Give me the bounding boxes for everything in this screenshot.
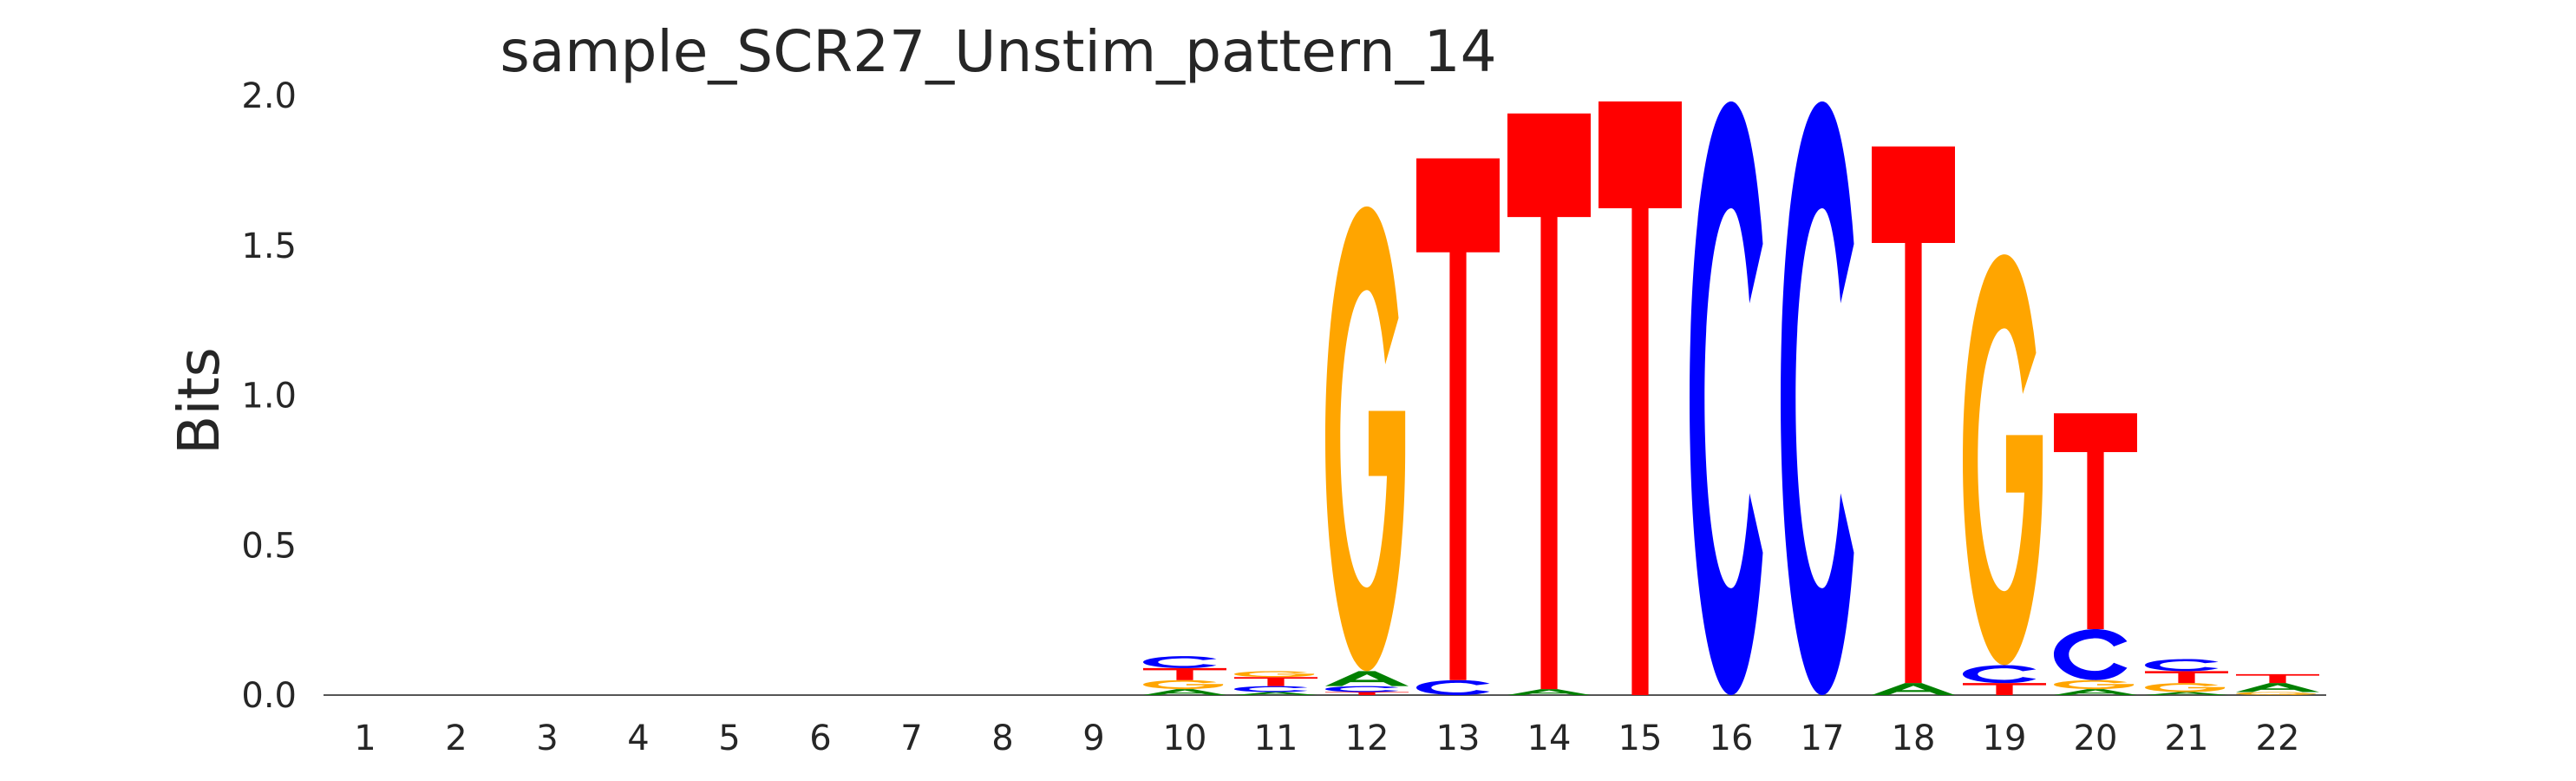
letter-A-pos-11 [1234,692,1317,695]
letter-C-pos-19 [1963,665,2037,684]
letter-G-pos-22 [2236,692,2317,695]
letter-C-pos-10 [1143,656,1217,668]
x-axis-ticks: 1 2 3 4 5 6 7 8 9 10 11 12 13 14 15 16 17 18 19 20 21 22 [354,719,2299,758]
letter-C-pos-21 [2145,659,2219,672]
x-tick-label: 4 [627,719,649,758]
x-tick-label: 9 [1082,719,1104,758]
x-tick-label: 13 [1436,719,1481,758]
letter-G-pos-10 [1143,679,1224,690]
x-tick-label: 18 [1892,719,1936,758]
letter-A-pos-10 [1143,689,1226,695]
chart-title: sample_SCR27_Unstim_pattern_14 [500,18,1496,85]
letter-T-pos-22 [2236,673,2319,684]
x-tick-label: 19 [1983,719,2027,758]
y-axis-ticks: 0.0 0.5 1.0 1.5 2.0 [241,76,297,716]
y-tick-label: 0.5 [241,526,297,566]
letter-T-pos-18 [1872,146,1955,684]
letter-C-pos-20 [2054,628,2128,680]
letter-A-pos-14 [1507,689,1591,695]
letter-G-pos-11 [1234,671,1315,678]
x-tick-label: 10 [1163,719,1207,758]
x-tick-label: 7 [900,719,922,758]
letter-T-pos-21 [2145,671,2228,684]
letter-T-pos-14 [1507,113,1591,690]
letter-C-pos-11 [1234,686,1308,692]
letter-A-pos-18 [1872,683,1955,695]
letter-A-pos-21 [2145,692,2228,695]
y-tick-label: 1.5 [241,226,297,266]
letter-T-pos-19 [1963,683,2046,695]
y-tick-label: 1.0 [241,377,297,417]
letter-A-pos-20 [2054,689,2137,695]
letter-T-pos-20 [2054,413,2137,629]
x-tick-label: 12 [1345,719,1389,758]
x-tick-label: 16 [1710,719,1754,758]
x-tick-label: 3 [536,719,558,758]
x-tick-label: 6 [809,719,831,758]
x-tick-label: 8 [991,719,1013,758]
letter-G-pos-21 [2145,683,2226,692]
letter-G-pos-12 [1325,206,1406,672]
y-tick-label: 2.0 [241,76,297,116]
y-axis-label: Bits [166,347,232,455]
letter-T-pos-10 [1143,667,1226,680]
x-tick-label: 15 [1618,719,1663,758]
x-tick-label: 5 [718,719,740,758]
letter-G-pos-20 [2054,679,2135,690]
x-tick-label: 17 [1801,719,1845,758]
y-tick-label: 0.0 [241,676,297,716]
letter-C-pos-16 [1690,101,1763,695]
letter-stacks [1143,101,2319,695]
x-tick-label: 2 [445,719,467,758]
letter-T-pos-15 [1599,101,1682,695]
x-tick-label: 20 [2074,719,2118,758]
letter-T-pos-12 [1325,692,1409,695]
letter-A-pos-22 [2236,683,2319,692]
x-tick-label: 14 [1527,719,1572,758]
x-tick-label: 1 [354,719,376,758]
letter-T-pos-13 [1416,158,1500,680]
x-tick-label: 21 [2165,719,2209,758]
x-tick-label: 22 [2256,719,2300,758]
letter-T-pos-11 [1234,677,1317,686]
x-tick-label: 11 [1254,719,1298,758]
letter-C-pos-17 [1781,101,1854,695]
letter-A-pos-12 [1325,671,1409,686]
letter-C-pos-13 [1416,679,1490,695]
letter-C-pos-12 [1325,686,1399,692]
letter-G-pos-19 [1963,254,2043,666]
